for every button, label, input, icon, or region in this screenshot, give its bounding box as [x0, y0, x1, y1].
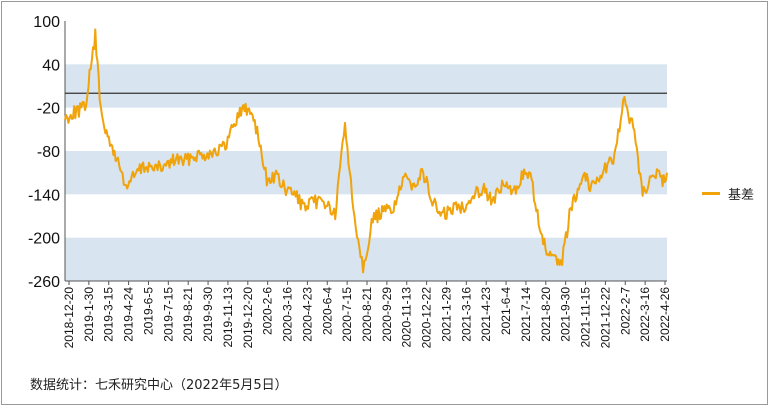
- x-tick-label: 2021-6-4: [499, 287, 513, 335]
- x-tick-label: 2021-7-14: [519, 287, 533, 342]
- x-tick-label: 2020-4-23: [300, 287, 314, 342]
- x-tick-label: 2020-8-21: [360, 287, 374, 342]
- x-tick-label: 2019-3-15: [102, 287, 116, 342]
- x-tick-label: 2022-3-16: [638, 287, 652, 342]
- basis-series-line: [64, 28, 668, 274]
- x-tick-label: 2021-12-22: [598, 287, 612, 349]
- x-tick-label: 2020-12-22: [420, 287, 434, 349]
- x-tick-label: 2022-4-26: [658, 287, 672, 342]
- x-tick-label: 2021-3-16: [459, 287, 473, 342]
- x-tick-label: 2019-6-5: [141, 287, 155, 335]
- y-tick-label: 100: [33, 14, 60, 31]
- legend-swatch: [702, 192, 720, 195]
- x-tick-label: 2020-11-13: [400, 287, 414, 348]
- x-tick-label: 2021-4-23: [479, 287, 493, 342]
- y-tick-label: 40: [42, 57, 60, 74]
- x-tick-label: 2019-9-30: [201, 287, 215, 342]
- x-tick-label: 2019-11-13: [221, 287, 235, 348]
- x-tick-label: 2020-3-16: [281, 287, 295, 342]
- source-note: 数据统计：七禾研究中心（2022年5月5日）: [30, 378, 288, 393]
- x-tick-label: 2021-9-30: [559, 287, 573, 342]
- x-tick-label: 2021-1-29: [439, 287, 453, 342]
- x-tick-label: 2018-12-20: [62, 287, 76, 349]
- legend-label: 基差: [728, 188, 755, 203]
- x-tick-label: 2020-6-4: [320, 287, 334, 335]
- x-tick-label: 2019-7-15: [161, 287, 175, 342]
- x-tick-label: 2020-2-6: [261, 287, 275, 335]
- x-tick-label: 2019-4-24: [122, 287, 136, 342]
- y-tick-label: -80: [37, 144, 60, 161]
- x-tick-label: 2019-12-20: [241, 287, 255, 349]
- grid-band: [65, 64, 667, 108]
- y-tick-label: -200: [28, 231, 60, 248]
- x-tick-label: 2020-9-29: [380, 287, 394, 342]
- grid-band: [65, 151, 667, 195]
- x-tick-label: 2022-2-7: [618, 287, 632, 335]
- y-tick-label: -140: [28, 187, 60, 204]
- x-tick-label: 2021-11-15: [579, 287, 593, 348]
- y-tick-label: -20: [37, 101, 60, 118]
- x-tick-label: 2019-8-21: [181, 287, 195, 342]
- legend: 基差: [702, 184, 754, 203]
- x-tick-label: 2020-7-15: [340, 287, 354, 342]
- y-tick-label: -260: [28, 274, 60, 291]
- x-tick-label: 2019-1-30: [82, 287, 96, 342]
- x-tick-label: 2021-8-20: [539, 287, 553, 342]
